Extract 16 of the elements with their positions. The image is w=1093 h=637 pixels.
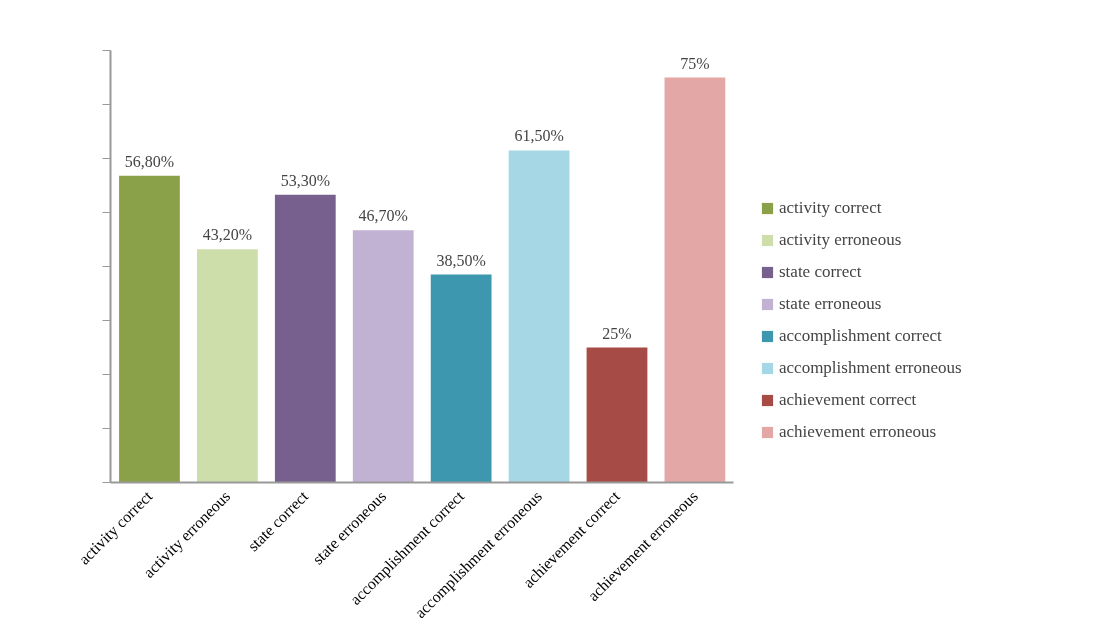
- data-label: 46,70%: [358, 207, 408, 225]
- data-label: 56,80%: [124, 152, 175, 170]
- legend-label: state erroneous: [779, 294, 882, 314]
- data-label: 38,50%: [436, 251, 486, 269]
- legend-label: state correct: [779, 262, 862, 282]
- legend-label: achievement erroneous: [779, 422, 937, 442]
- legend-label: accomplishment correct: [779, 326, 942, 346]
- legend-label: achievement correct: [779, 390, 917, 410]
- legend-label: accomplishment erroneous: [779, 358, 962, 378]
- data-label: 43,20%: [202, 226, 253, 244]
- legend-label: activity correct: [779, 198, 882, 218]
- legend-label: activity erroneous: [779, 230, 902, 250]
- data-label: 75%: [680, 54, 710, 72]
- data-label: 61,50%: [514, 127, 564, 145]
- data-label: 25%: [602, 324, 632, 342]
- data-label: 53,30%: [280, 171, 330, 189]
